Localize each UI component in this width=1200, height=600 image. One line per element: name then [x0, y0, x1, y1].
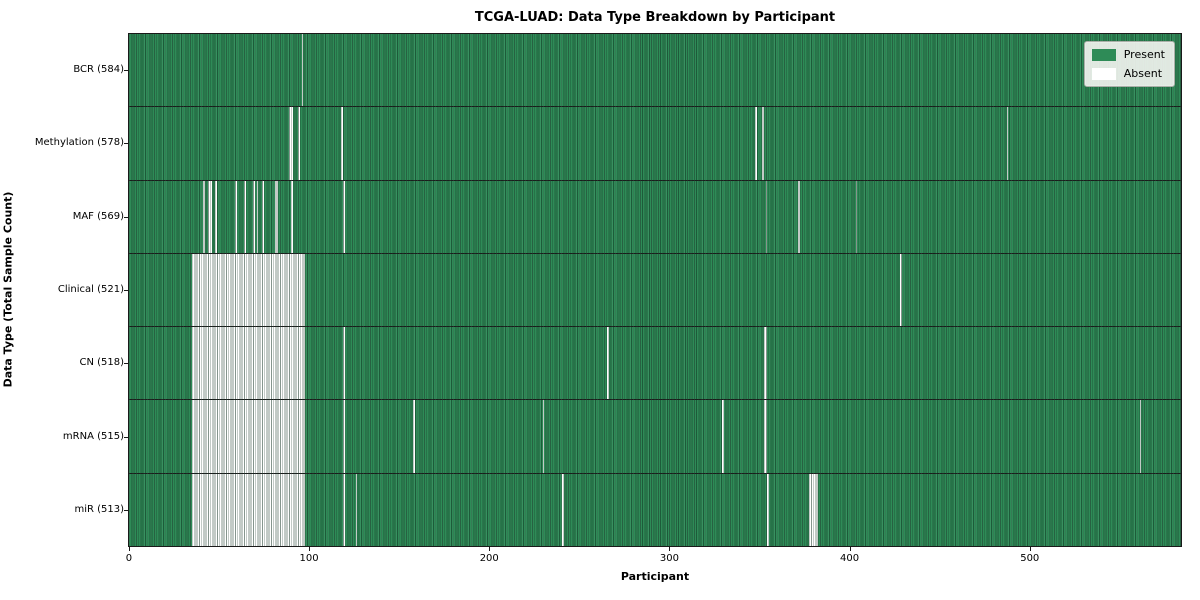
y-tick-mark — [124, 69, 128, 71]
y-tick-label: CN (518) — [79, 357, 124, 369]
absent-block — [767, 473, 770, 546]
absent-block — [301, 34, 304, 107]
absent-block — [298, 107, 300, 180]
y-tick-mark — [124, 510, 128, 512]
y-tick-mark — [124, 363, 128, 365]
y-tick-label: Methylation (578) — [34, 137, 124, 149]
heatmap-row-mrna — [129, 399, 1181, 473]
absent-block — [256, 180, 259, 253]
absent-block — [274, 180, 279, 253]
heatmap-row-mir — [129, 472, 1181, 546]
absent-block — [900, 253, 903, 327]
chart-title: TCGA-LUAD: Data Type Breakdown by Partic… — [474, 10, 836, 25]
absent-block — [562, 473, 565, 546]
absent-block — [754, 107, 757, 180]
absent-block — [244, 180, 246, 253]
x-tick-mark — [1029, 547, 1031, 551]
absent-block — [797, 180, 800, 253]
y-tick-label: miR (513) — [74, 504, 124, 516]
absent-block — [262, 180, 264, 253]
heatmap-row-clinical — [129, 252, 1181, 327]
absent-block — [253, 180, 255, 253]
heatmap-row-methylation — [129, 106, 1181, 180]
x-tick-mark — [309, 547, 311, 551]
y-tick-label: Clinical (521) — [57, 284, 124, 295]
legend-label-present: Present — [1123, 48, 1165, 61]
heatmap-rows — [129, 34, 1181, 546]
absent-block — [1139, 400, 1142, 473]
x-tick-label: 500 — [1020, 553, 1040, 564]
absent-block — [342, 400, 345, 473]
y-tick-mark — [124, 216, 128, 218]
absent-block — [208, 180, 212, 253]
absent-block — [722, 400, 725, 473]
x-tick-mark — [849, 547, 851, 551]
y-tick-mark — [124, 143, 128, 145]
legend-entry-absent: Absent — [1091, 67, 1165, 80]
absent-block — [763, 327, 768, 400]
absent-block — [215, 180, 218, 253]
heatmap-row-cn — [129, 326, 1181, 400]
y-tick-mark — [124, 290, 128, 291]
absent-block — [355, 473, 358, 546]
absent-block — [290, 180, 293, 253]
absent-block — [342, 327, 345, 400]
absent-block — [235, 180, 237, 253]
y-tick-label: MAF (569) — [72, 210, 124, 222]
x-tick-label: 300 — [659, 553, 679, 564]
legend: Present Absent — [1083, 41, 1175, 87]
x-tick-mark — [489, 547, 491, 551]
absent-swatch — [1091, 67, 1116, 80]
absent-block — [855, 180, 858, 253]
absent-block — [191, 473, 306, 546]
absent-block — [202, 180, 205, 253]
heatmap-row-maf — [129, 179, 1181, 253]
absent-block — [342, 473, 345, 546]
absent-block — [191, 253, 306, 327]
y-tick-mark — [124, 436, 128, 438]
plot-area: Present Absent — [128, 33, 1182, 547]
absent-block — [413, 400, 415, 473]
y-tick-label: mRNA (515) — [62, 430, 124, 442]
absent-block — [607, 327, 610, 400]
heatmap-row-bcr — [129, 34, 1181, 107]
x-tick-label: 400 — [840, 553, 860, 564]
y-axis-label: Data Type (Total Sample Count) — [1, 191, 15, 388]
absent-block — [341, 107, 343, 180]
absent-block — [342, 180, 345, 253]
y-tick-label: BCR (584) — [73, 63, 124, 75]
absent-block — [1006, 107, 1009, 180]
absent-block — [808, 473, 818, 546]
absent-block — [289, 107, 293, 180]
x-tick-mark — [669, 547, 671, 551]
absent-block — [765, 180, 768, 253]
x-tick-mark — [128, 547, 130, 551]
absent-block — [191, 327, 306, 400]
absent-block — [191, 400, 306, 473]
present-swatch — [1091, 48, 1116, 61]
x-tick-label: 200 — [479, 553, 499, 564]
absent-block — [761, 107, 764, 180]
x-axis-label: Participant — [620, 570, 690, 583]
absent-block — [542, 400, 545, 473]
legend-entry-present: Present — [1091, 48, 1165, 61]
x-tick-label: 0 — [125, 553, 133, 564]
x-tick-label: 100 — [299, 553, 319, 564]
absent-block — [763, 400, 768, 473]
legend-label-absent: Absent — [1123, 67, 1163, 80]
